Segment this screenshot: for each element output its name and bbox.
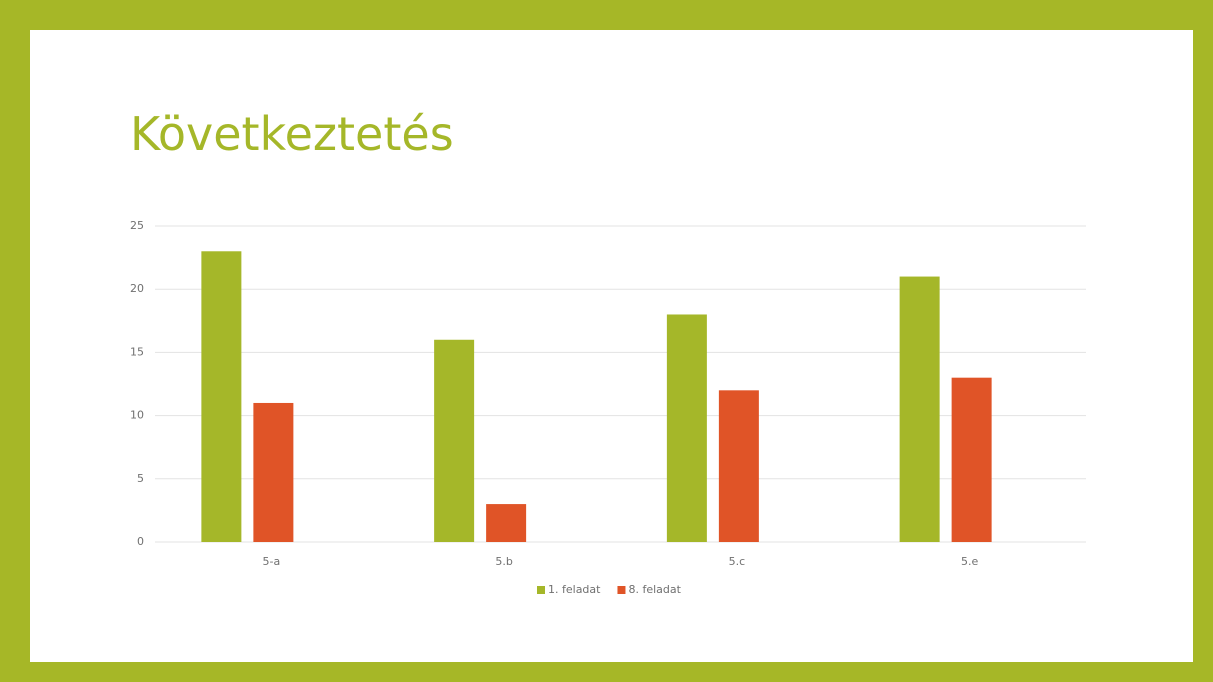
bar: [486, 504, 527, 542]
x-tick-label: 5.e: [961, 555, 978, 568]
bar: [201, 251, 242, 542]
legend-swatch: [537, 586, 545, 594]
y-tick-label: 25: [130, 219, 144, 232]
bar: [434, 339, 475, 542]
legend-label: 1. feladat: [548, 583, 601, 596]
x-tick-label: 5.b: [495, 555, 512, 568]
bar: [951, 377, 992, 542]
chart-title: Következtetés: [130, 107, 454, 161]
y-tick-label: 5: [137, 472, 144, 485]
legend-label: 8. feladat: [628, 583, 681, 596]
bar: [718, 390, 759, 542]
x-tick-label: 5.c: [729, 555, 746, 568]
bar: [899, 276, 940, 542]
bar: [253, 402, 294, 542]
y-tick-label: 0: [137, 535, 144, 548]
y-tick-label: 10: [130, 409, 144, 422]
bar: [666, 314, 707, 542]
y-tick-label: 15: [130, 345, 144, 358]
legend-swatch: [617, 586, 626, 594]
x-tick-label: 5-a: [263, 555, 281, 568]
y-tick-label: 20: [130, 282, 144, 295]
